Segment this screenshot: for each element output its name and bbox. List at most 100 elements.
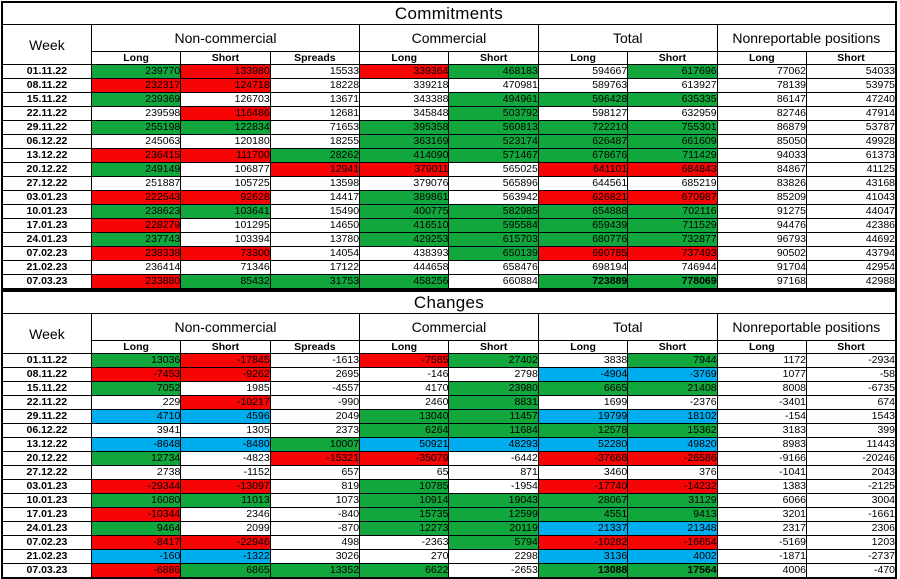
cell-nonreportable-long: 85050 bbox=[716, 134, 808, 149]
cell-commercial-short: 650139 bbox=[448, 246, 539, 261]
cell-noncommercial-spreads: 14650 bbox=[269, 218, 361, 233]
cell-nonreportable-short: 53975 bbox=[806, 78, 897, 93]
cell-noncommercial-long: 239369 bbox=[90, 92, 182, 107]
cell-total-short: 9413 bbox=[627, 507, 718, 522]
cell-commercial-long: 379011 bbox=[359, 162, 450, 177]
cell-total-long: 678676 bbox=[537, 148, 629, 163]
cell-total-short: 21408 bbox=[627, 381, 718, 396]
cell-noncommercial-short: -9262 bbox=[180, 367, 271, 382]
cell-noncommercial-short: 124718 bbox=[180, 78, 271, 93]
cell-total-short: -14232 bbox=[627, 479, 718, 494]
table-row: 08.11.22 232317 124718 18228 339218 470981 589… bbox=[1, 78, 897, 93]
cell-nonreportable-long: 1383 bbox=[716, 479, 808, 494]
cell-noncommercial-long: 13036 bbox=[90, 353, 182, 368]
cell-nonreportable-long: -5169 bbox=[716, 535, 808, 550]
cell-noncommercial-long: 16080 bbox=[90, 493, 182, 508]
cell-noncommercial-long: -7453 bbox=[90, 367, 182, 382]
group-header-total: Total bbox=[537, 313, 718, 341]
cell-noncommercial-short: -13097 bbox=[180, 479, 271, 494]
cell-total-long: 641101 bbox=[537, 162, 629, 177]
cell-total-long: 698194 bbox=[537, 260, 629, 275]
table-row: 13.12.22 -8648 -8480 10007 50921 48293 52280 49… bbox=[1, 437, 897, 452]
group-header-noncommercial: Non-commercial bbox=[90, 313, 361, 341]
week-cell: 22.11.22 bbox=[1, 106, 92, 121]
cell-total-long: 3460 bbox=[537, 465, 629, 480]
cell-noncommercial-short: 105725 bbox=[180, 176, 271, 191]
cell-noncommercial-long: -8648 bbox=[90, 437, 182, 452]
cell-total-short: 737493 bbox=[627, 246, 718, 261]
cell-noncommercial-long: 236415 bbox=[90, 148, 182, 163]
cell-commercial-long: 429253 bbox=[359, 232, 450, 247]
cell-noncommercial-spreads: -4557 bbox=[269, 381, 361, 396]
cell-noncommercial-short: 111700 bbox=[180, 148, 271, 163]
column-header-nonreportable-short: Short bbox=[806, 340, 897, 354]
week-cell: 07.03.23 bbox=[1, 274, 92, 290]
table-row: 17.01.23 228279 101295 14650 416510 595584 659… bbox=[1, 218, 897, 233]
cell-total-long: 723889 bbox=[537, 274, 629, 290]
cell-total-short: 778069 bbox=[627, 274, 718, 290]
cell-noncommercial-short: -17845 bbox=[180, 353, 271, 368]
week-cell: 15.11.22 bbox=[1, 381, 92, 396]
commitments-table: Commitments Week Non-commercial Commercial T… bbox=[1, 1, 897, 290]
cell-total-short: 376 bbox=[627, 465, 718, 480]
cell-commercial-long: 65 bbox=[359, 465, 450, 480]
table-row: 24.01.23 9464 2099 -870 12273 20119 21337 21348… bbox=[1, 521, 897, 536]
cell-nonreportable-short: -2737 bbox=[806, 549, 897, 564]
cell-noncommercial-short: 73300 bbox=[180, 246, 271, 261]
cell-commercial-short: 523174 bbox=[448, 134, 539, 149]
cell-nonreportable-long: 86147 bbox=[716, 92, 808, 107]
table-row: 15.11.22 7052 1985 -4557 4170 23980 6665 21408 8… bbox=[1, 381, 897, 396]
cell-total-long: 28067 bbox=[537, 493, 629, 508]
cell-nonreportable-short: 42386 bbox=[806, 218, 897, 233]
cell-nonreportable-short: -6735 bbox=[806, 381, 897, 396]
cell-noncommercial-long: 232317 bbox=[90, 78, 182, 93]
week-cell: 15.11.22 bbox=[1, 92, 92, 107]
cell-commercial-short: 563942 bbox=[448, 190, 539, 205]
cell-total-short: 613927 bbox=[627, 78, 718, 93]
group-header-commercial: Commercial bbox=[359, 313, 539, 341]
cell-nonreportable-short: 3004 bbox=[806, 493, 897, 508]
cell-total-short: 711429 bbox=[627, 148, 718, 163]
cell-commercial-short: 560813 bbox=[448, 120, 539, 135]
table-row: 24.01.23 237743 103394 13780 429253 615703 680… bbox=[1, 232, 897, 247]
cell-noncommercial-short: 2099 bbox=[180, 521, 271, 536]
cell-nonreportable-short: 49928 bbox=[806, 134, 897, 149]
cell-noncommercial-spreads: -870 bbox=[269, 521, 361, 536]
cell-commercial-short: 658476 bbox=[448, 260, 539, 275]
cell-nonreportable-short: 399 bbox=[806, 423, 897, 438]
week-column-header: Week bbox=[1, 313, 92, 354]
cell-total-long: 680776 bbox=[537, 232, 629, 247]
cell-total-long: 654888 bbox=[537, 204, 629, 219]
column-header-noncommercial-long: Long bbox=[90, 51, 182, 65]
week-cell: 24.01.23 bbox=[1, 521, 92, 536]
cell-noncommercial-short: -1322 bbox=[180, 549, 271, 564]
cell-nonreportable-long: 94476 bbox=[716, 218, 808, 233]
cell-commercial-short: 20119 bbox=[448, 521, 539, 536]
column-header-nonreportable-short: Short bbox=[806, 51, 897, 65]
cell-commercial-long: 389861 bbox=[359, 190, 450, 205]
column-header-total-short: Short bbox=[627, 51, 718, 65]
cell-nonreportable-short: 44692 bbox=[806, 232, 897, 247]
week-cell: 24.01.23 bbox=[1, 232, 92, 247]
week-cell: 13.12.22 bbox=[1, 437, 92, 452]
cell-commercial-long: -35079 bbox=[359, 451, 450, 466]
cell-total-long: 3136 bbox=[537, 549, 629, 564]
cell-noncommercial-short: -22946 bbox=[180, 535, 271, 550]
week-cell: 10.01.23 bbox=[1, 493, 92, 508]
cell-commercial-long: 10785 bbox=[359, 479, 450, 494]
cell-commercial-short: 48293 bbox=[448, 437, 539, 452]
week-cell: 06.12.22 bbox=[1, 423, 92, 438]
cell-total-long: 4551 bbox=[537, 507, 629, 522]
cell-nonreportable-short: 2043 bbox=[806, 465, 897, 480]
cell-nonreportable-short: 42954 bbox=[806, 260, 897, 275]
group-header-total: Total bbox=[537, 24, 718, 52]
cell-commercial-short: 503792 bbox=[448, 106, 539, 121]
cell-total-short: -2376 bbox=[627, 395, 718, 410]
cell-total-short: -3769 bbox=[627, 367, 718, 382]
cell-nonreportable-long: 1077 bbox=[716, 367, 808, 382]
cell-commercial-long: -2363 bbox=[359, 535, 450, 550]
table-row: 06.12.22 245063 120180 18255 363169 523174 626… bbox=[1, 134, 897, 149]
cell-total-short: 685219 bbox=[627, 176, 718, 191]
table-row: 07.03.23 233880 85432 31753 458256 660884 7238… bbox=[1, 274, 897, 290]
cell-commercial-long: 379076 bbox=[359, 176, 450, 191]
